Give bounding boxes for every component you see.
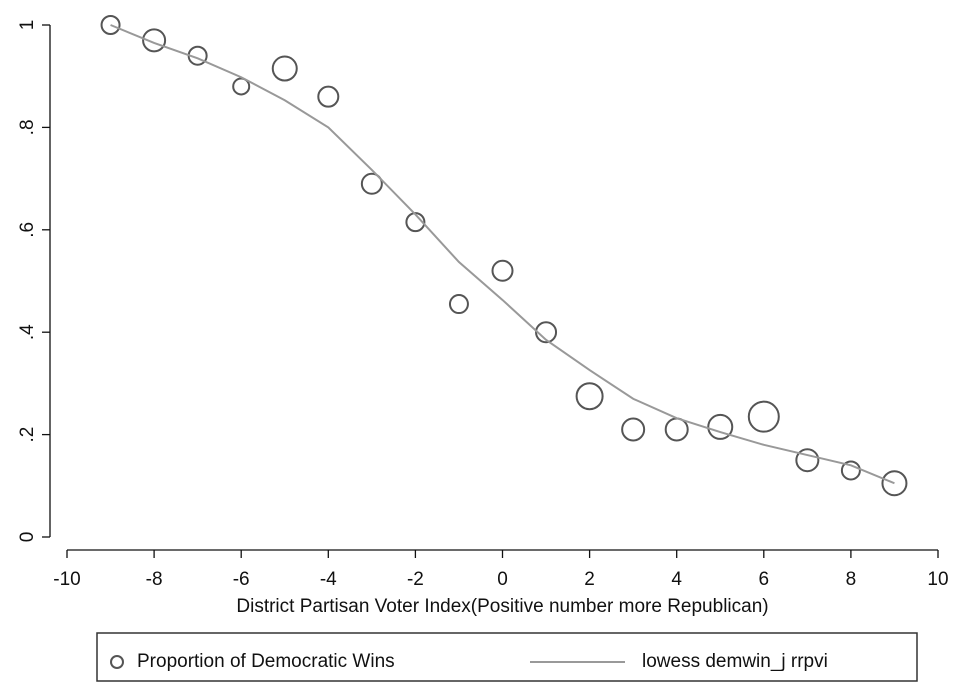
bubble [271,55,298,82]
x-tick-label: 2 [584,569,595,590]
bubble [232,77,251,96]
y-tick-label: .6 [17,222,38,238]
x-tick-label: 4 [671,569,682,590]
bubble [142,28,167,53]
legend-label: lowess demwin_j rrpvi [642,651,828,672]
legend-marker [110,655,124,669]
legend-box [96,632,918,682]
x-tick-label: 8 [846,569,857,590]
bubble [535,321,558,344]
bubble [317,85,340,108]
bubble [360,172,383,195]
bubble [491,259,514,282]
x-tick-label: 10 [927,569,948,590]
legend-label: Proportion of Democratic Wins [137,651,395,672]
x-tick-label: -6 [233,569,250,590]
x-tick-label: 0 [497,569,508,590]
x-axis-title: District Partisan Voter Index(Positive n… [236,596,768,617]
y-tick-label: 1 [17,20,38,31]
lowess-line [110,24,895,485]
bubble [795,448,820,473]
y-tick-label: .8 [17,119,38,135]
x-tick-label: -10 [53,569,80,590]
x-tick-label: -4 [320,569,337,590]
y-tick-label: 0 [17,532,38,543]
bubble [621,417,646,442]
bubble [707,413,734,440]
bubble [881,470,908,497]
bubble [664,417,689,442]
y-tick-label: .2 [17,427,38,443]
bubble [575,382,604,411]
x-tick-label: -2 [407,569,424,590]
x-tick-label: 6 [759,569,770,590]
x-tick-label: -8 [146,569,163,590]
bubble [448,294,469,315]
bubble [100,15,121,35]
bubble [747,400,780,433]
bubble [840,460,861,481]
y-tick-label: .4 [17,324,38,340]
